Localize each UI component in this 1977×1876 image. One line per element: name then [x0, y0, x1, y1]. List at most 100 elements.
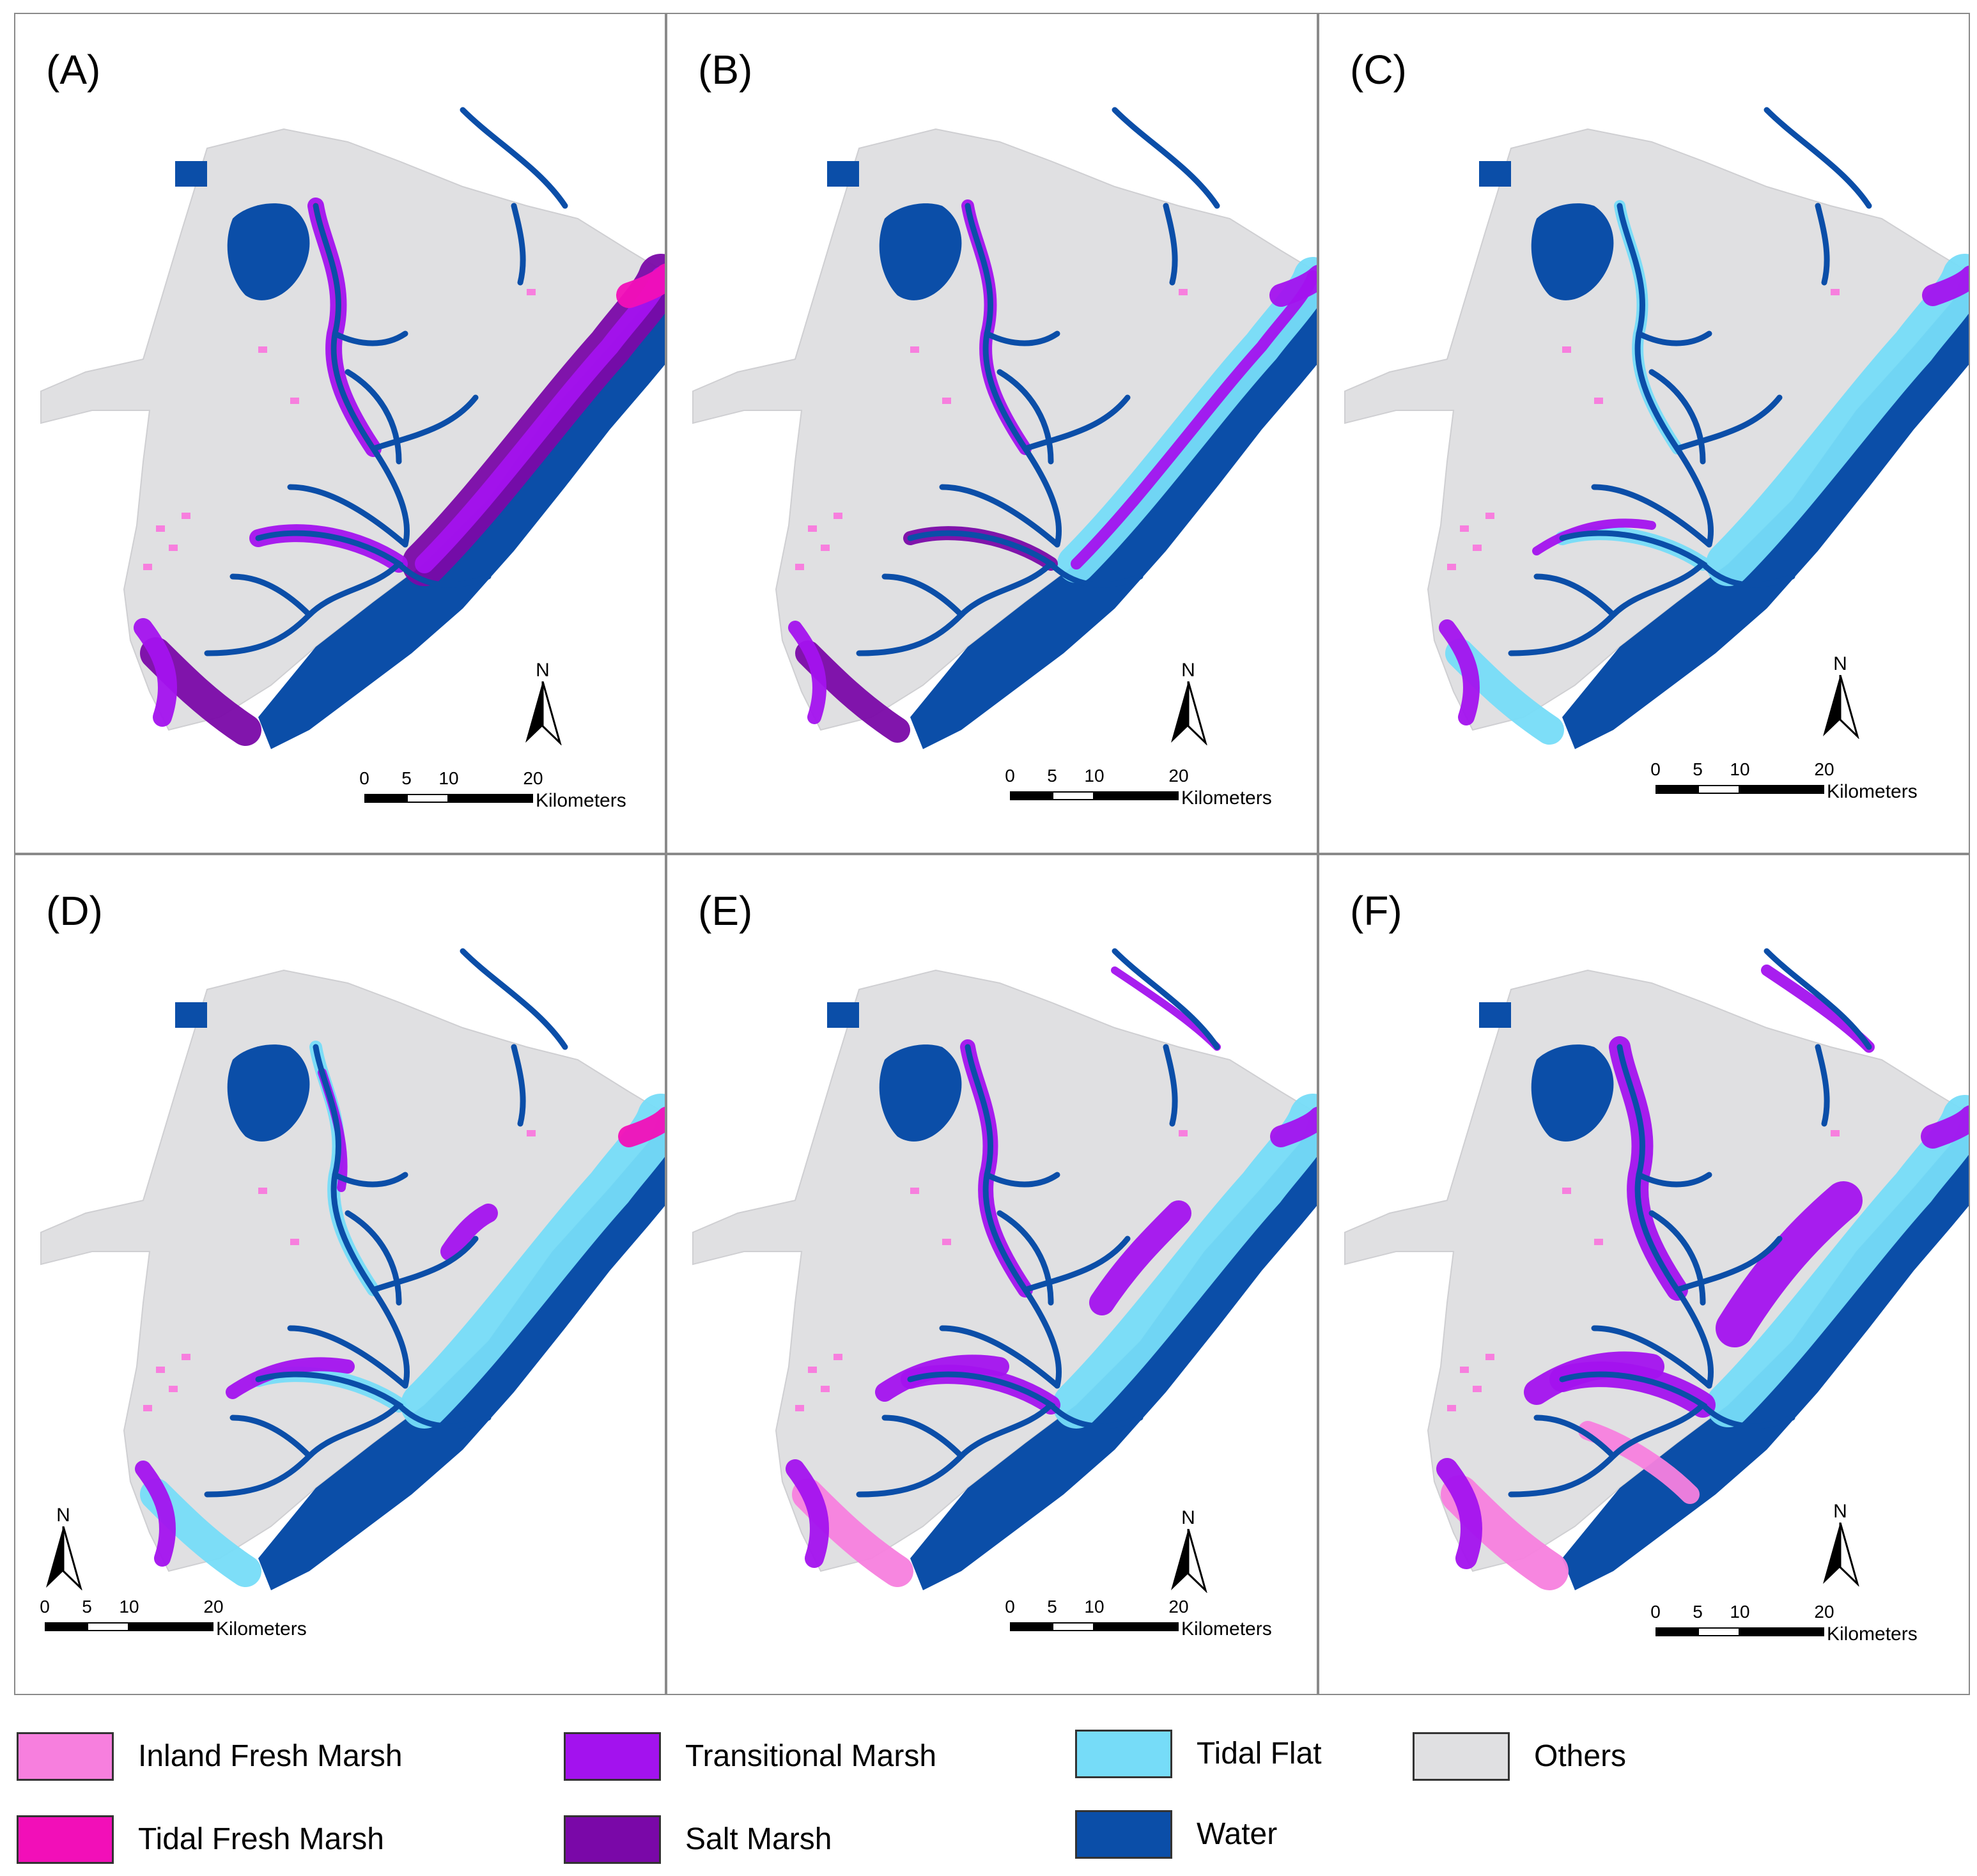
north-label: N	[1181, 1507, 1195, 1528]
river-channel	[996, 369, 1054, 465]
inland-marsh-patch	[1485, 1354, 1494, 1360]
river-channel	[984, 330, 1060, 346]
scale-unit-label: Kilometers	[216, 1618, 307, 1640]
scale-tick-label: 10	[119, 1597, 139, 1616]
scale-tick-label: 20	[1168, 766, 1189, 786]
marsh-zone	[786, 1459, 829, 1568]
scale-bar: 0 5 10 20 Kilometers	[40, 1597, 322, 1654]
river-channel	[396, 561, 492, 588]
marsh-zone	[226, 1357, 355, 1399]
legend-swatch	[1075, 1730, 1172, 1778]
inland-marsh-patch	[795, 1405, 804, 1411]
inland-marsh-patch	[795, 564, 804, 570]
legend-swatch	[1413, 1732, 1510, 1781]
scale-bar-segment	[1655, 1627, 1698, 1636]
north-arrow-icon: N	[1166, 660, 1211, 745]
river-channel	[287, 484, 408, 548]
scale-bar-segment	[1052, 791, 1094, 800]
wetland-map	[40, 948, 665, 1590]
marsh-zone	[440, 1204, 498, 1261]
panel-label: (D)	[46, 888, 103, 934]
river-channel	[1616, 203, 1714, 548]
river-channel	[1636, 1172, 1712, 1188]
marsh-zone	[616, 263, 665, 308]
inland-marsh-patch	[290, 398, 299, 404]
scale-tick-label: 20	[523, 768, 543, 788]
inland-marsh-patch	[833, 1354, 842, 1360]
river-channel	[204, 573, 314, 656]
inland-marsh-patch	[156, 1367, 165, 1373]
scale-bar-segment	[1052, 1622, 1094, 1631]
river-channel	[345, 369, 402, 465]
legend-swatch	[564, 1815, 661, 1864]
inland-marsh-patch	[182, 513, 190, 519]
inland-marsh-patch	[527, 1130, 536, 1136]
inland-marsh-patch	[156, 525, 165, 532]
river-channel	[1700, 561, 1795, 588]
scale-tick-label: 10	[1730, 759, 1750, 779]
scale-bar: 0 5 10 20 Kilometers	[1005, 1597, 1287, 1654]
river-channel	[1022, 1236, 1131, 1293]
river-channel	[345, 1210, 402, 1306]
river-channel	[1674, 394, 1783, 452]
river-channel	[313, 1044, 410, 1389]
river-channel	[1700, 1402, 1795, 1429]
inland-marsh-patch	[258, 1188, 267, 1194]
north-arrow-icon: N	[41, 1505, 86, 1590]
marsh-zone	[1532, 518, 1656, 555]
inland-marsh-patch	[910, 1188, 919, 1194]
marsh-zone	[1439, 619, 1480, 725]
scale-bar-segment	[364, 794, 407, 803]
river-channel	[287, 1325, 408, 1389]
inland-marsh-patch	[169, 545, 178, 551]
inland-marsh-patch	[1460, 525, 1469, 532]
north-label: N	[56, 1505, 70, 1526]
river-channel	[1048, 561, 1144, 588]
scale-bar-segment	[1740, 1627, 1824, 1636]
marsh-zone	[1089, 1200, 1191, 1315]
river-channel	[370, 394, 479, 452]
scale-bar-segment	[45, 1622, 87, 1631]
reservoir-area	[827, 161, 859, 187]
land-area	[1344, 128, 1966, 731]
wetland-map	[692, 948, 1317, 1590]
ocean-area	[1562, 270, 1969, 749]
panel-label: (C)	[1350, 47, 1407, 93]
river-channel	[1616, 1044, 1714, 1389]
scale-tick-label: 20	[1168, 1597, 1189, 1616]
inland-marsh-patch	[808, 525, 817, 532]
river-channel	[460, 948, 568, 1050]
river-channel	[984, 1172, 1060, 1188]
scale-bar-segment	[1698, 1627, 1740, 1636]
inland-marsh-patch	[833, 513, 842, 519]
inland-marsh-patch	[1562, 1188, 1571, 1194]
scale-tick-label: 10	[1084, 1597, 1105, 1616]
land-area	[692, 128, 1314, 731]
wetland-map	[40, 107, 665, 749]
inland-marsh-patch	[1179, 1130, 1188, 1136]
marsh-zone	[1706, 254, 1969, 586]
river-channel	[939, 484, 1060, 548]
river-channel	[1815, 203, 1830, 286]
scale-tick-label: 10	[438, 768, 459, 788]
ocean-area	[910, 1111, 1317, 1590]
inland-marsh-patch	[143, 1405, 152, 1411]
marsh-zone	[415, 267, 665, 573]
river-channel	[511, 203, 526, 286]
scale-bar-segment	[1698, 785, 1740, 794]
legend-label: Others	[1534, 1739, 1627, 1773]
marsh-zone	[401, 1094, 665, 1429]
scale-tick-label: 5	[1047, 1597, 1057, 1616]
ocean-area	[258, 1111, 665, 1590]
marsh-zone	[788, 621, 826, 724]
north-arrow-icon: N	[1818, 1501, 1863, 1586]
inland-marsh-patch	[1831, 1130, 1840, 1136]
lake-area	[879, 203, 962, 300]
lake-area	[1531, 203, 1614, 300]
scale-tick-label: 0	[1005, 766, 1015, 786]
north-label: N	[536, 660, 550, 681]
wetland-map	[1344, 948, 1969, 1590]
legend-swatch	[1075, 1810, 1172, 1859]
inland-marsh-patch	[1473, 545, 1482, 551]
scale-bar: 0 5 10 20 Kilometers	[1650, 759, 1933, 817]
